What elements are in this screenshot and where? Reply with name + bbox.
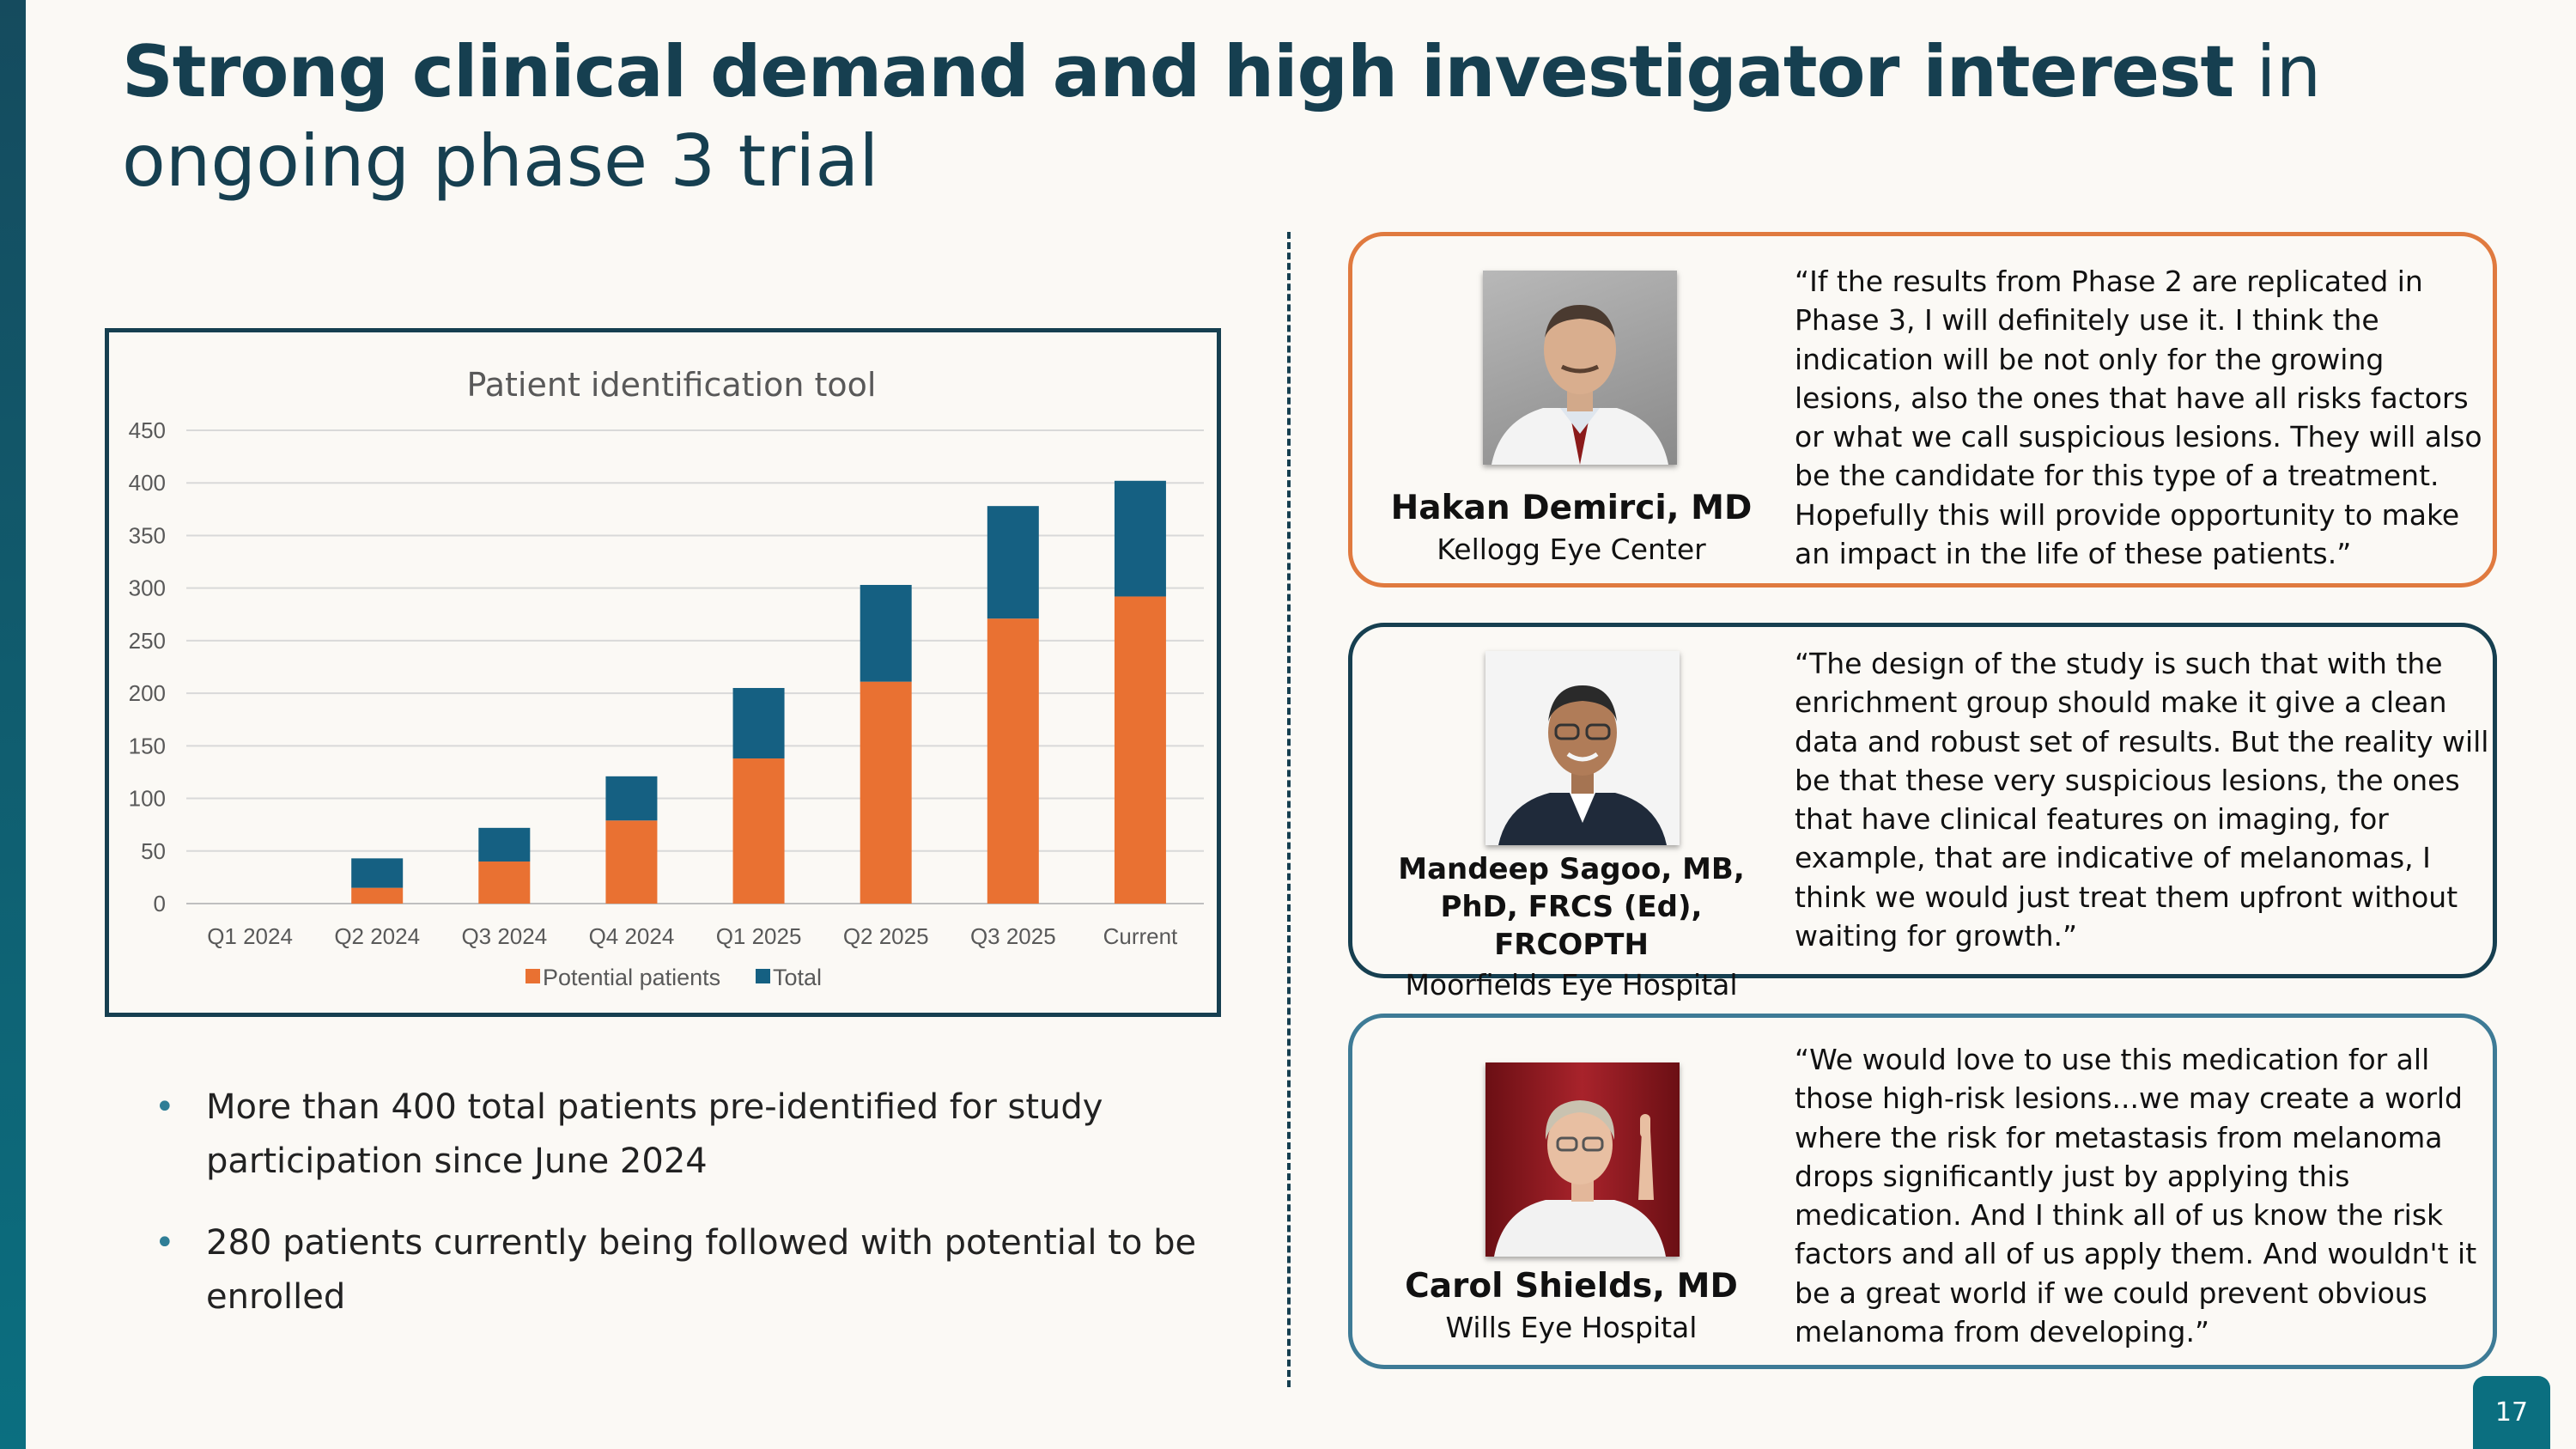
x-tick-label: Q2 2025 (843, 923, 929, 949)
bar-segment-total (605, 776, 658, 821)
patient-identification-chart: Patient identification tool 0 50 100 150 200… (105, 328, 1221, 1017)
key-point-text: More than 400 total patients pre-identif… (206, 1087, 1103, 1181)
x-tick-label: Q2 2024 (334, 923, 420, 949)
bar-segment-potential-patients (732, 758, 785, 904)
quote-text: “We would love to use this medication fo… (1795, 1043, 2477, 1349)
quote-text: “The design of the study is such that wi… (1795, 647, 2489, 953)
y-tick-label: 250 (129, 628, 166, 654)
bar-segment-potential-patients (860, 681, 912, 904)
bar-segment-total (351, 858, 404, 888)
bar-segment-total (478, 827, 531, 862)
y-tick-label: 450 (129, 417, 166, 443)
x-tick-label: Q4 2024 (589, 923, 675, 949)
portrait-illustration (1492, 305, 1668, 465)
bullet-dot-icon: • (155, 1087, 175, 1127)
bar-segment-total (860, 584, 912, 682)
author-name: Hakan Demirci, MD (1390, 489, 1753, 527)
chart-gridlines (186, 429, 1204, 904)
portrait-illustration (1494, 1100, 1666, 1257)
bar-segment-potential-patients (605, 820, 658, 904)
chart-x-axis: Q1 2024 Q2 2024 Q3 2024 Q4 2024 Q1 2025 Q2 20… (207, 923, 1178, 949)
vertical-dashed-divider (1287, 232, 1291, 1387)
author-name: Mandeep Sagoo, MB, PhD, FRCS (Ed), FRCOP… (1398, 852, 1745, 962)
y-tick-label: 400 (129, 470, 166, 496)
quote-author: Hakan Demirci, MD Kellogg Eye Center (1370, 489, 1773, 569)
author-organization: Kellogg Eye Center (1437, 533, 1706, 566)
portrait-photo (1485, 1062, 1680, 1257)
quote-card-shields: Carol Shields, MD Wills Eye Hospital “We… (1348, 1014, 2497, 1369)
y-tick-label: 350 (129, 522, 166, 548)
y-tick-label: 150 (129, 733, 166, 758)
quote-card-sagoo: Mandeep Sagoo, MB, PhD, FRCS (Ed), FRCOP… (1348, 623, 2497, 1002)
left-accent-strip (0, 0, 26, 1449)
y-tick-label: 200 (129, 680, 166, 706)
portrait-photo (1485, 651, 1680, 845)
key-point-item: • More than 400 total patients pre-ident… (155, 1081, 1228, 1189)
legend-swatch (526, 969, 540, 983)
bar-segment-potential-patients (351, 887, 404, 904)
x-tick-label: Current (1103, 923, 1178, 949)
bar-segment-potential-patients (987, 618, 1039, 904)
bar-segment-total (987, 506, 1039, 619)
portrait-photo (1483, 271, 1677, 465)
chart-canvas: Patient identification tool 0 50 100 150 200… (129, 366, 1204, 990)
quote-card-demirci: Hakan Demirci, MD Kellogg Eye Center “If… (1348, 232, 2497, 588)
key-point-text: 280 patients currently being followed wi… (206, 1223, 1197, 1317)
x-tick-label: Q1 2024 (207, 923, 293, 949)
legend-label: Potential patients (543, 965, 720, 990)
slide-title-rest: in ongoing phase 3 trial (122, 30, 2322, 203)
quote-author: Carol Shields, MD Wills Eye Hospital (1370, 1267, 1773, 1348)
bullet-dot-icon: • (155, 1223, 175, 1263)
chart-title: Patient identification tool (467, 366, 877, 404)
legend-swatch (756, 969, 770, 983)
chart-legend: Potential patients Total (526, 965, 822, 990)
author-organization: Wills Eye Hospital (1445, 1311, 1698, 1344)
quote-author: Mandeep Sagoo, MB, PhD, FRCS (Ed), FRCOP… (1370, 850, 1773, 1005)
chart-y-axis: 0 50 100 150 200 250 300 350 400 450 (129, 417, 166, 916)
y-tick-label: 100 (129, 786, 166, 812)
quote-text: “If the results from Phase 2 are replica… (1795, 265, 2482, 571)
key-points-list: • More than 400 total patients pre-ident… (155, 1081, 1228, 1352)
portrait-illustration (1498, 685, 1667, 845)
author-organization: Moorfields Eye Hospital (1405, 968, 1738, 1002)
legend-label: Total (773, 965, 822, 990)
chart-bars (351, 480, 1166, 904)
bar-segment-potential-patients (1114, 596, 1166, 904)
y-tick-label: 300 (129, 575, 166, 601)
bar-segment-total (1114, 480, 1166, 597)
slide-title-bold: Strong clinical demand and high investig… (122, 30, 2234, 113)
bar-segment-total (732, 687, 785, 759)
bar-segment-potential-patients (478, 861, 531, 904)
author-name: Carol Shields, MD (1405, 1267, 1738, 1306)
y-tick-label: 0 (154, 891, 166, 916)
x-tick-label: Q1 2025 (716, 923, 802, 949)
key-point-item: • 280 patients currently being followed … (155, 1216, 1228, 1324)
x-tick-label: Q3 2024 (461, 923, 547, 949)
page-number: 17 (2473, 1376, 2550, 1449)
y-tick-label: 50 (141, 838, 166, 864)
slide-title: Strong clinical demand and high investig… (122, 27, 2440, 206)
x-tick-label: Q3 2025 (970, 923, 1056, 949)
